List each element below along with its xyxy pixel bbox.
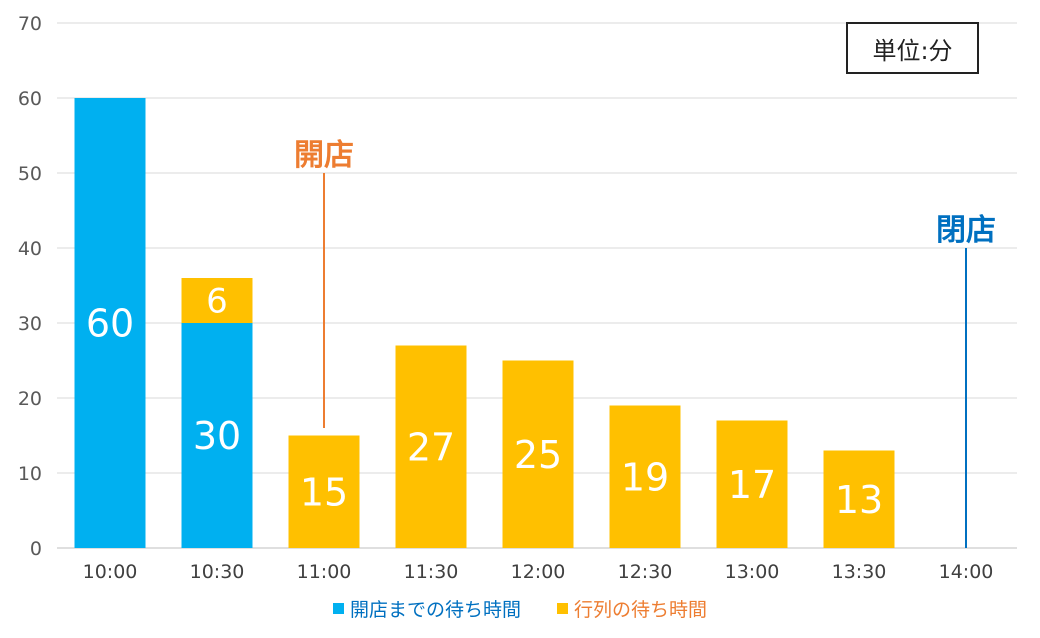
legend: 開店までの待ち時間 行列の待ち時間 [0, 595, 1040, 622]
legend-item-queue-wait: 行列の待ち時間 [557, 595, 707, 622]
data-label: 30 [193, 414, 241, 458]
y-tick-label: 60 [18, 88, 42, 110]
x-tick-label: 12:30 [618, 561, 673, 583]
y-tick-label: 50 [18, 163, 42, 185]
x-axis: 10:00 10:30 11:00 11:30 12:00 12:30 13:00 13:30… [83, 561, 994, 583]
x-tick-label: 12:00 [511, 561, 566, 583]
bar-queue-wait [288, 435, 360, 548]
y-tick-label: 10 [18, 463, 42, 485]
annotation-label: 開店 [294, 138, 354, 173]
x-tick-label: 13:00 [725, 561, 780, 583]
data-label: 6 [206, 282, 228, 322]
legend-label: 行列の待ち時間 [574, 598, 708, 621]
y-tick-label: 30 [18, 313, 42, 335]
bar-queue-wait [716, 420, 788, 548]
data-label: 19 [621, 455, 669, 499]
y-tick-label: 0 [30, 538, 42, 560]
y-tick-label: 20 [18, 388, 42, 410]
legend-label: 開店までの待ち時間 [349, 598, 521, 621]
x-tick-label: 10:00 [83, 561, 138, 583]
data-label: 17 [728, 463, 776, 507]
bar-queue-wait [609, 405, 681, 548]
bar-opening-wait [74, 98, 146, 548]
x-tick-label: 11:00 [297, 561, 352, 583]
x-tick-label: 11:30 [404, 561, 459, 583]
legend-item-opening-wait: 開店までの待ち時間 [332, 595, 521, 622]
bar-queue-wait [181, 278, 253, 323]
x-tick-label: 13:30 [832, 561, 887, 583]
y-tick-label: 40 [18, 238, 42, 260]
data-label: 27 [407, 425, 455, 469]
bar-queue-wait [502, 360, 574, 548]
bar-queue-wait [395, 345, 467, 548]
data-label: 13 [835, 478, 883, 522]
data-label: 60 [86, 302, 134, 346]
x-tick-label: 10:30 [190, 561, 245, 583]
bars: 60 30 6 15 27 25 19 17 13 [74, 98, 895, 548]
y-tick-label: 70 [18, 13, 42, 35]
data-label: 15 [300, 470, 348, 514]
legend-swatch [557, 602, 568, 614]
x-tick-label: 14:00 [939, 561, 994, 583]
data-label: 25 [514, 433, 562, 477]
legend-swatch [332, 602, 344, 614]
unit-label: 単位:分 [846, 22, 979, 74]
bar-queue-wait [823, 450, 895, 548]
y-axis: 0 10 20 30 40 50 60 70 [18, 13, 42, 560]
bar-opening-wait [181, 323, 253, 548]
annotation-label: 閉店 [936, 213, 996, 248]
